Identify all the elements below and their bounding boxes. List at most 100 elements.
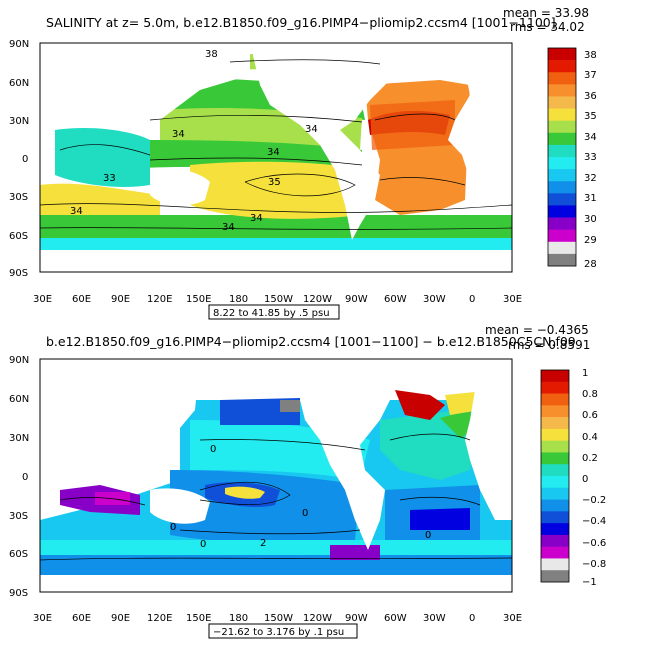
bottom-pacific-yellow — [225, 486, 265, 499]
bottom-lat-axis: 90N 60N 30N 0 30S 60S 90S — [9, 355, 29, 599]
top-lat-tick: 90S — [9, 268, 28, 279]
top-contours — [40, 59, 512, 230]
top-colorbar-label: 33 — [584, 152, 597, 163]
bottom-lon-tick: 180 — [229, 613, 248, 624]
top-contour-label: 34 — [70, 206, 83, 217]
top-colorbar-label: 36 — [584, 91, 597, 102]
bottom-colorbar-label: 1 — [582, 368, 588, 379]
top-colorbar-label: 31 — [584, 193, 597, 204]
colorbar-swatch — [541, 393, 569, 406]
bottom-southern-blue — [40, 555, 512, 575]
bottom-contour-label: 0 — [302, 508, 308, 519]
top-lat-tick: 90N — [9, 39, 29, 50]
top-colorbar-label: 28 — [584, 259, 597, 270]
bottom-colorbar-label: −0.2 — [582, 495, 606, 506]
colorbar-swatch — [541, 558, 569, 571]
bottom-lon-tick: 60W — [384, 613, 407, 624]
bottom-colorbar-label: 0.8 — [582, 389, 598, 400]
colorbar-swatch — [541, 417, 569, 430]
bottom-contour-label: 2 — [260, 538, 266, 549]
top-contour-labels: 34 34 34 34 33 35 34 34 38 — [70, 49, 318, 233]
top-colorbar-label: 29 — [584, 235, 597, 246]
bottom-lat-tick: 90N — [9, 355, 29, 366]
top-indian-cyan — [55, 128, 150, 187]
top-contour-label: 35 — [268, 177, 281, 188]
colorbar-swatch — [541, 511, 569, 524]
bottom-colorbar-label: −0.4 — [582, 516, 606, 527]
top-south-pacific-yellow — [190, 161, 365, 219]
colorbar-swatch — [541, 546, 569, 559]
top-lat-tick: 30N — [9, 116, 29, 127]
top-lat-tick: 60N — [9, 78, 29, 89]
bottom-contour-label: 0 — [210, 444, 216, 455]
bottom-range-box — [208, 623, 358, 639]
bottom-colorbar-label: 0 — [582, 474, 588, 485]
bottom-land-australia — [150, 488, 210, 524]
top-lat-tick: 60S — [9, 231, 28, 242]
bottom-lon-tick: 150W — [264, 613, 293, 624]
bottom-lon-tick: 0 — [469, 613, 475, 624]
top-contour-label: 34 — [250, 213, 263, 224]
colorbar-swatch — [548, 48, 576, 61]
top-contour-label: 34 — [305, 124, 318, 135]
top-lon-tick: 150E — [186, 294, 211, 305]
bottom-south-cyan — [40, 540, 512, 555]
bottom-south-atlantic-darkblue — [410, 508, 470, 530]
top-land-antarctica — [40, 250, 512, 272]
top-lon-tick: 120E — [147, 294, 172, 305]
top-mean: mean = 33.98 — [503, 6, 589, 20]
colorbar-swatch — [541, 499, 569, 512]
bottom-colorbar-label: −0.6 — [582, 538, 606, 549]
bottom-land-antarctica — [40, 575, 512, 592]
top-map: 34 34 34 34 33 35 34 34 38 — [40, 43, 512, 272]
colorbar-swatch — [548, 60, 576, 73]
bottom-colorbar-label: 0.4 — [582, 432, 598, 443]
colorbar-swatch — [548, 144, 576, 158]
bottom-lon-tick: 30E — [33, 613, 52, 624]
bottom-rms: rms = 0.8591 — [508, 338, 590, 352]
colorbar-swatch — [541, 523, 569, 536]
top-colorbar-label: 38 — [584, 50, 597, 61]
bottom-lat-tick: 0 — [22, 472, 28, 483]
top-pacific-green2 — [140, 140, 362, 170]
colorbar-swatch — [548, 217, 576, 230]
top-land-americas — [250, 43, 390, 240]
top-lon-axis: 30E 60E 90E 120E 150E 180 150W 120W 90W … — [33, 294, 522, 305]
top-contour-label: 34 — [172, 129, 185, 140]
colorbar-swatch — [548, 120, 576, 134]
colorbar-swatch — [541, 440, 569, 453]
top-lon-tick: 150W — [264, 294, 293, 305]
top-colorbar-label: 37 — [584, 70, 597, 81]
colorbar-frame — [540, 369, 570, 583]
colorbar-swatch — [541, 452, 569, 465]
top-lon-tick: 120W — [303, 294, 332, 305]
bottom-colorbar-label: −0.8 — [582, 559, 606, 570]
top-range-label: 8.22 to 41.85 by .5 psu — [213, 308, 330, 319]
bottom-contours — [40, 433, 512, 561]
bottom-land-americas — [300, 359, 395, 550]
bottom-colorbar — [540, 369, 570, 583]
bottom-lat-tick: 60N — [9, 394, 29, 405]
colorbar-swatch — [541, 534, 569, 547]
bottom-lat-tick: 30S — [9, 511, 28, 522]
colorbar-swatch — [548, 169, 576, 182]
bottom-lon-tick: 150E — [186, 613, 211, 624]
bottom-panel: b.e12.B1850.f09_g16.PIMP4−pliomip2.ccsm4… — [9, 323, 606, 639]
top-lon-tick: 60W — [384, 294, 407, 305]
top-colorbar-label: 34 — [584, 132, 597, 143]
bottom-colorbar-label: −1 — [582, 577, 597, 588]
top-contour-label: 38 — [205, 49, 218, 60]
bottom-land-asia — [40, 359, 200, 480]
colorbar-swatch — [548, 72, 576, 85]
bottom-lon-axis: 30E 60E 90E 120E 150E 180 150W 120W 90W … — [33, 613, 522, 624]
colorbar-swatch — [548, 84, 576, 97]
top-land-asia — [40, 43, 250, 130]
top-land-africa-europe — [440, 43, 512, 215]
bottom-lon-tick: 60E — [72, 613, 91, 624]
top-map-frame — [39, 42, 513, 273]
bottom-map: 0 0 0 0 2 0 — [40, 359, 512, 592]
bottom-lat-tick: 90S — [9, 588, 28, 599]
bottom-lon-tick: 120E — [147, 613, 172, 624]
top-contour-label: 34 — [267, 147, 280, 158]
